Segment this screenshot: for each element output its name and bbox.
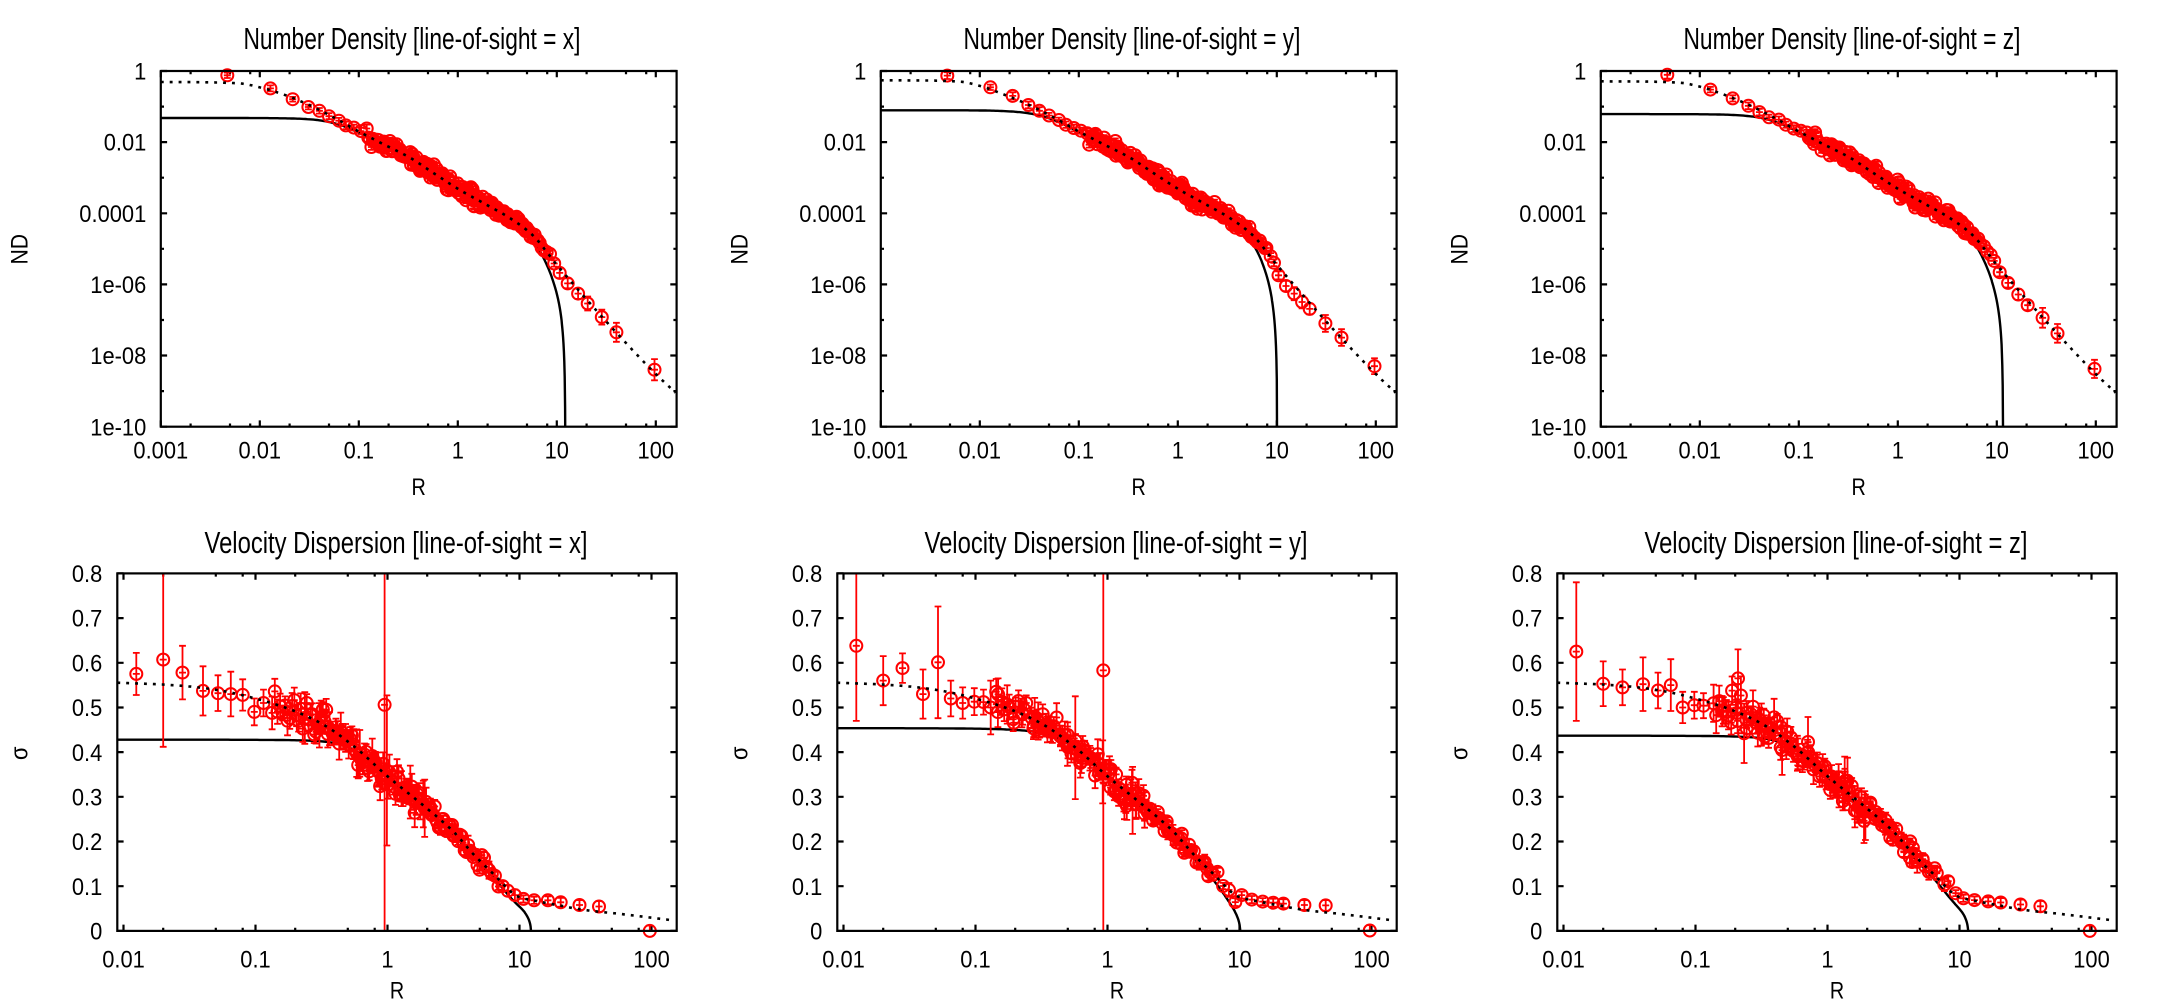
svg-text:0.1: 0.1 xyxy=(1784,438,1814,465)
svg-text:0.1: 0.1 xyxy=(792,874,822,901)
svg-text:0.01: 0.01 xyxy=(822,947,865,974)
svg-text:σ: σ xyxy=(7,746,34,760)
svg-text:100: 100 xyxy=(633,947,670,974)
svg-text:1e-08: 1e-08 xyxy=(1530,343,1586,370)
svg-text:1: 1 xyxy=(1101,947,1113,974)
svg-text:1e-06: 1e-06 xyxy=(90,272,146,299)
svg-text:0: 0 xyxy=(90,919,102,946)
svg-text:0.01: 0.01 xyxy=(959,438,1002,465)
svg-text:0.2: 0.2 xyxy=(1512,829,1542,856)
svg-text:10: 10 xyxy=(507,947,531,974)
svg-text:1: 1 xyxy=(1892,438,1904,465)
svg-text:0.1: 0.1 xyxy=(1512,874,1542,901)
svg-text:ND: ND xyxy=(1446,234,1473,265)
svg-text:0.7: 0.7 xyxy=(72,606,102,633)
svg-text:1e-06: 1e-06 xyxy=(1530,272,1586,299)
svg-text:10: 10 xyxy=(545,438,569,465)
svg-text:0.8: 0.8 xyxy=(72,561,102,588)
svg-text:0.3: 0.3 xyxy=(1512,784,1542,811)
svg-text:Number Density [line-of-sight: Number Density [line-of-sight = z] xyxy=(1684,21,2021,56)
svg-text:0.1: 0.1 xyxy=(240,947,270,974)
svg-text:Velocity Dispersion [line-of-s: Velocity Dispersion [line-of-sight = x] xyxy=(205,525,588,560)
svg-text:σ: σ xyxy=(1447,746,1474,760)
svg-text:0.01: 0.01 xyxy=(1679,438,1722,465)
svg-text:100: 100 xyxy=(1358,438,1395,465)
svg-text:0.5: 0.5 xyxy=(72,695,102,722)
svg-text:0.7: 0.7 xyxy=(792,606,822,633)
svg-text:0.01: 0.01 xyxy=(1542,947,1585,974)
svg-text:0.1: 0.1 xyxy=(1680,947,1710,974)
svg-text:0.0001: 0.0001 xyxy=(799,201,866,228)
svg-text:0.8: 0.8 xyxy=(1512,561,1542,588)
svg-text:1: 1 xyxy=(1574,59,1586,86)
svg-text:0.3: 0.3 xyxy=(792,784,822,811)
svg-text:1: 1 xyxy=(854,59,866,86)
svg-text:0.001: 0.001 xyxy=(853,438,908,465)
svg-text:ND: ND xyxy=(6,234,33,265)
svg-text:R: R xyxy=(1132,474,1146,501)
svg-text:0.01: 0.01 xyxy=(239,438,282,465)
svg-text:0.01: 0.01 xyxy=(102,947,145,974)
svg-text:1e-08: 1e-08 xyxy=(90,343,146,370)
svg-text:0.4: 0.4 xyxy=(1512,740,1542,767)
svg-text:0.3: 0.3 xyxy=(72,784,102,811)
svg-text:1e-10: 1e-10 xyxy=(1530,414,1586,441)
svg-text:0.1: 0.1 xyxy=(960,947,990,974)
svg-text:0.01: 0.01 xyxy=(104,130,147,157)
svg-text:10: 10 xyxy=(1947,947,1971,974)
svg-text:R: R xyxy=(1830,978,1844,1005)
svg-text:1e-08: 1e-08 xyxy=(810,343,866,370)
svg-text:R: R xyxy=(1110,978,1124,1005)
svg-text:0.7: 0.7 xyxy=(1512,606,1542,633)
svg-text:0.4: 0.4 xyxy=(792,740,822,767)
svg-text:0.001: 0.001 xyxy=(1573,438,1628,465)
svg-text:Number Density [line-of-sight: Number Density [line-of-sight = y] xyxy=(964,21,1301,56)
svg-text:0.6: 0.6 xyxy=(72,650,102,677)
svg-text:σ: σ xyxy=(727,746,754,760)
svg-text:0.001: 0.001 xyxy=(133,438,188,465)
svg-text:R: R xyxy=(1852,474,1866,501)
svg-text:0.5: 0.5 xyxy=(792,695,822,722)
svg-text:Number Density [line-of-sight: Number Density [line-of-sight = x] xyxy=(244,21,581,56)
svg-text:0.6: 0.6 xyxy=(1512,650,1542,677)
svg-text:1: 1 xyxy=(381,947,393,974)
svg-text:0.6: 0.6 xyxy=(792,650,822,677)
svg-text:1e-06: 1e-06 xyxy=(810,272,866,299)
svg-text:1e-10: 1e-10 xyxy=(810,414,866,441)
svg-text:R: R xyxy=(390,978,404,1005)
svg-text:100: 100 xyxy=(2078,438,2115,465)
svg-text:10: 10 xyxy=(1985,438,2009,465)
svg-text:0.5: 0.5 xyxy=(1512,695,1542,722)
svg-text:R: R xyxy=(412,474,426,501)
svg-text:0: 0 xyxy=(1530,919,1542,946)
svg-text:0.01: 0.01 xyxy=(1544,130,1587,157)
svg-text:100: 100 xyxy=(2073,947,2110,974)
svg-text:0.0001: 0.0001 xyxy=(79,201,146,228)
svg-text:1: 1 xyxy=(452,438,464,465)
svg-text:100: 100 xyxy=(1353,947,1390,974)
svg-text:1: 1 xyxy=(134,59,146,86)
svg-text:10: 10 xyxy=(1265,438,1289,465)
svg-text:0.2: 0.2 xyxy=(792,829,822,856)
svg-text:0.0001: 0.0001 xyxy=(1519,201,1586,228)
svg-text:10: 10 xyxy=(1227,947,1251,974)
svg-text:0.2: 0.2 xyxy=(72,829,102,856)
svg-text:0: 0 xyxy=(810,919,822,946)
svg-text:1e-10: 1e-10 xyxy=(90,414,146,441)
svg-text:0.4: 0.4 xyxy=(72,740,102,767)
svg-text:0.1: 0.1 xyxy=(72,874,102,901)
svg-text:1: 1 xyxy=(1821,947,1833,974)
svg-text:0.1: 0.1 xyxy=(344,438,374,465)
svg-text:100: 100 xyxy=(638,438,675,465)
svg-text:0.1: 0.1 xyxy=(1064,438,1094,465)
svg-text:ND: ND xyxy=(726,234,753,265)
svg-text:0.8: 0.8 xyxy=(792,561,822,588)
svg-text:1: 1 xyxy=(1172,438,1184,465)
svg-text:0.01: 0.01 xyxy=(824,130,867,157)
svg-text:Velocity Dispersion [line-of-s: Velocity Dispersion [line-of-sight = z] xyxy=(1645,525,2028,560)
svg-text:Velocity Dispersion [line-of-s: Velocity Dispersion [line-of-sight = y] xyxy=(925,525,1308,560)
